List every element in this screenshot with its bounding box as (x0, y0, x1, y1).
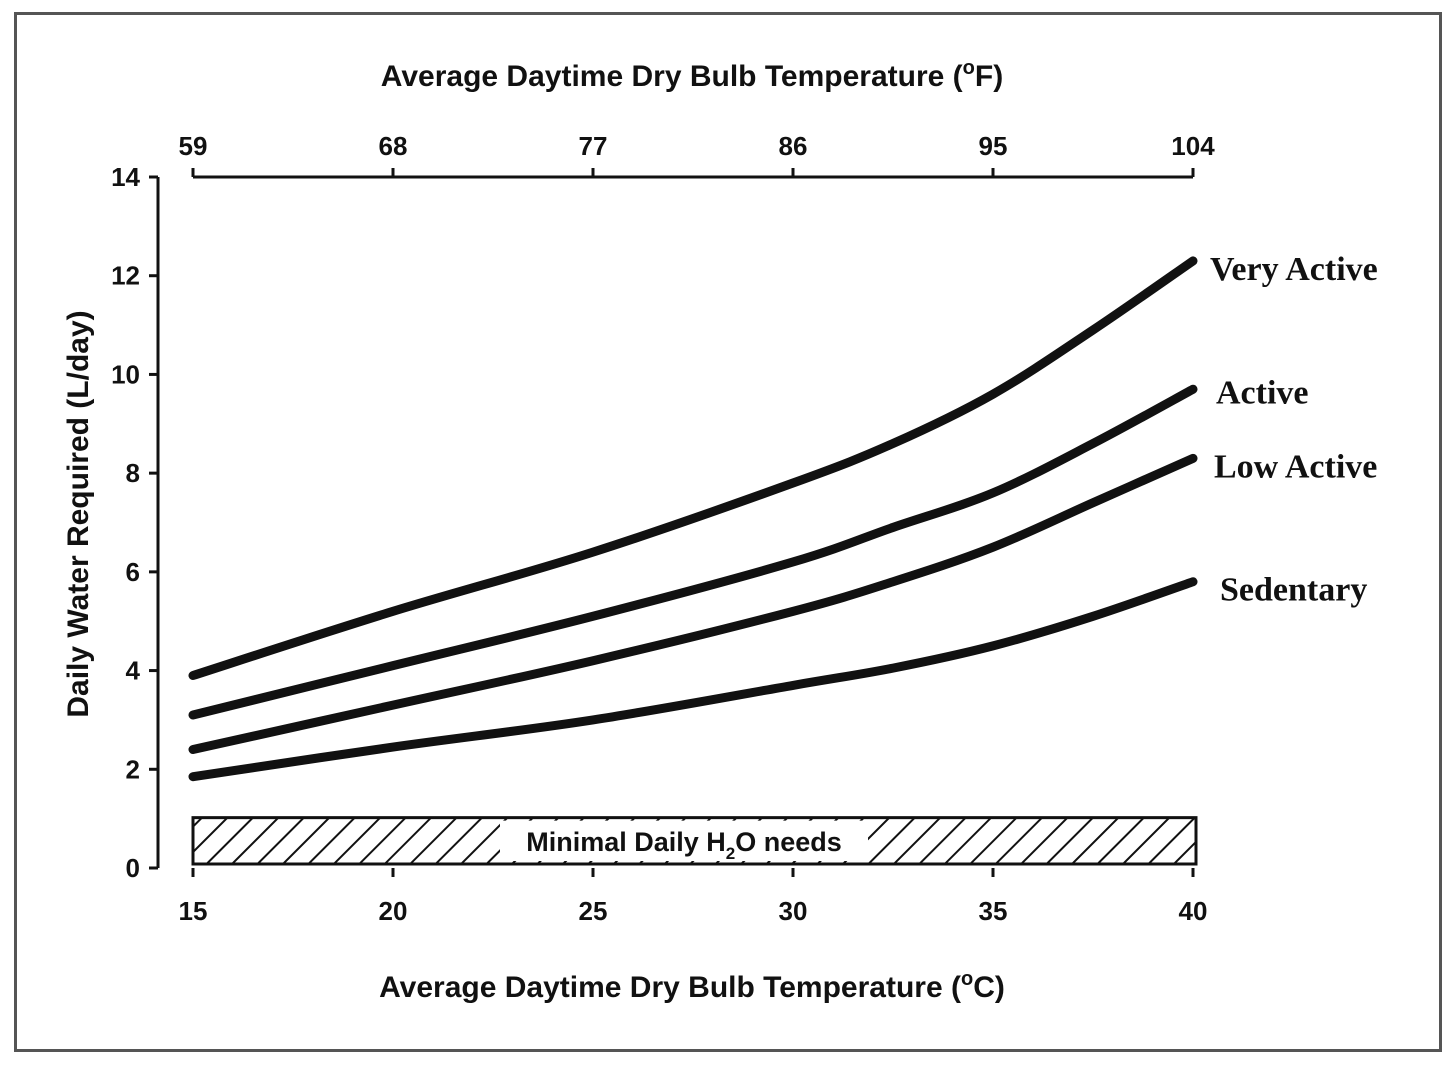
y-tick-label: 0 (126, 853, 140, 883)
y-tick-label: 6 (126, 557, 140, 587)
y-tick-label: 8 (126, 458, 140, 488)
band-label-bg (500, 820, 868, 861)
series-line-low-active (188, 453, 1198, 755)
y-tick-label: 2 (126, 754, 140, 784)
bottom-axis-title: Average Daytime Dry Bulb Temperature (oC… (379, 968, 1005, 1004)
y-axis-title: Daily Water Required (L/day) (62, 310, 95, 717)
y-tick-label: 14 (111, 162, 140, 192)
x-bottom-tick-label: 15 (179, 896, 208, 926)
series-label-sedentary: Sedentary (1220, 572, 1367, 609)
x-bottom-tick-label: 35 (979, 896, 1008, 926)
y-tick-label: 4 (126, 656, 141, 686)
band-label: Minimal Daily H2O needs (526, 827, 842, 863)
x-top-tick-label: 104 (1171, 131, 1215, 161)
chart-frame (14, 12, 1442, 1052)
x-top-tick-label: 77 (579, 131, 608, 161)
series-label-very-active: Very Active (1210, 251, 1378, 288)
series-line-active (188, 384, 1198, 720)
series-line-sedentary (188, 577, 1198, 782)
x-top-tick-label: 86 (779, 131, 808, 161)
y-tick-label: 12 (111, 261, 140, 291)
series-label-active: Active (1216, 374, 1309, 411)
y-tick-label: 10 (111, 359, 140, 389)
series-lines: Very Active Active Low Active Sedentary (188, 251, 1378, 782)
x-bottom-tick-label: 20 (379, 896, 408, 926)
x-bottom-tick-label: 25 (579, 896, 608, 926)
x-top-tick-label: 95 (979, 131, 1008, 161)
series-line-very-active (188, 256, 1198, 681)
x-top-tick-label: 59 (179, 131, 208, 161)
series-label-low-active: Low Active (1214, 448, 1377, 485)
minimal-needs-band: Minimal Daily H2O needs (191, 816, 1198, 866)
x-bottom-tick-label: 40 (1179, 896, 1208, 926)
top-axis-title: Average Daytime Dry Bulb Temperature (oF… (381, 57, 1003, 93)
x-bottom-tick-label: 30 (779, 896, 808, 926)
x-top-tick-label: 68 (379, 131, 408, 161)
